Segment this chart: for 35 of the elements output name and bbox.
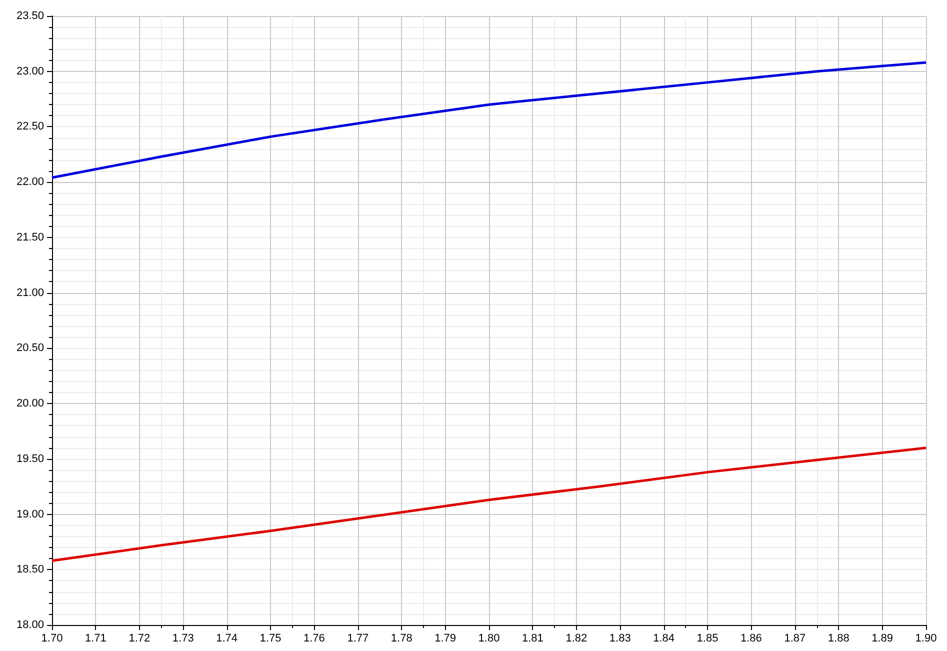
x-tick-label: 1.78: [390, 632, 412, 644]
y-tick-label: 20.00: [16, 398, 44, 410]
x-tick-label: 1.82: [566, 632, 588, 644]
x-tick-label: 1.88: [828, 632, 850, 644]
x-tick-label: 1.83: [609, 632, 631, 644]
x-tick-label: 1.70: [41, 632, 63, 644]
y-tick-label: 23.00: [16, 65, 44, 78]
x-tick-label: 1.85: [696, 632, 718, 644]
x-tick-label: 1.81: [522, 632, 544, 644]
y-tick-label: 23.50: [16, 10, 44, 22]
y-tick-label: 22.50: [16, 120, 44, 133]
x-tick-label: 1.87: [784, 632, 806, 644]
x-tick-label: 1.90: [915, 632, 937, 644]
y-tick-label: 18.00: [16, 619, 44, 631]
y-tick-label: 18.50: [16, 564, 44, 576]
x-tick-label: 1.79: [434, 632, 456, 644]
y-tick-label: 22.00: [16, 176, 44, 188]
x-tick-label: 1.74: [216, 632, 238, 644]
x-tick-label: 1.73: [172, 632, 194, 644]
x-tick-label: 1.86: [740, 632, 762, 644]
x-tick-label: 1.72: [128, 632, 150, 644]
x-tick-label: 1.71: [84, 632, 106, 644]
x-tick-label: 1.76: [303, 632, 325, 644]
x-tick-label: 1.75: [260, 632, 282, 644]
x-tick-label: 1.80: [478, 632, 500, 644]
x-tick-label: 1.89: [872, 632, 894, 644]
x-tick-label: 1.84: [653, 632, 675, 644]
line-series: [50, 446, 928, 562]
y-tick-label: 21.00: [16, 286, 44, 299]
y-tick-label: 19.00: [16, 508, 44, 520]
y-tick-label: 19.50: [16, 452, 44, 465]
y-tick-label: 20.50: [16, 342, 44, 354]
x-tick-label: 1.77: [347, 632, 369, 644]
y-tick-label: 21.50: [16, 231, 44, 244]
line-series: [50, 61, 928, 179]
